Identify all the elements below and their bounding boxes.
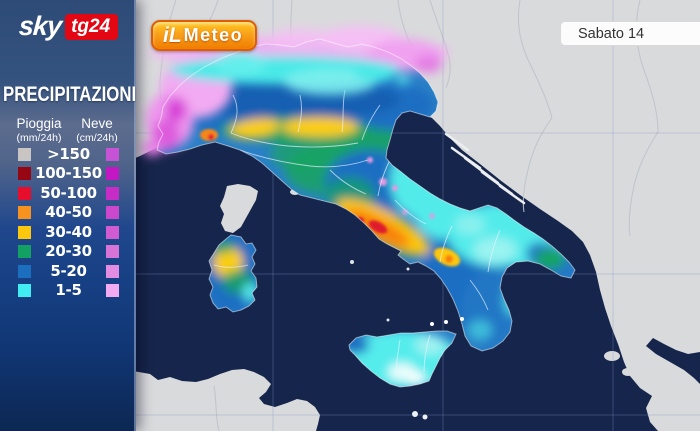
snow-color-swatch [106, 284, 119, 297]
legend-row: 1-5 [0, 281, 136, 299]
sky-wordmark: sky [17, 11, 63, 41]
snow-color-swatch [106, 225, 119, 239]
rain-color-swatch [18, 147, 31, 161]
snow-color-swatch [106, 167, 119, 180]
small-islands [350, 260, 464, 420]
snow-color-swatch [106, 147, 119, 161]
snow-color-swatch [106, 264, 119, 278]
legend-row: 20-30 [0, 242, 136, 260]
rain-column-unit: (mm/24h) [16, 132, 62, 144]
italy-precipitation [157, 39, 575, 387]
croatian-islands [444, 132, 526, 205]
snow-column-label: Neve [81, 116, 113, 131]
legend-rows: >150 100-150 50-100 40-50 30-40 20-30 5-20 1-5 [0, 144, 136, 303]
rain-color-swatch [18, 225, 31, 239]
legend-row: 50-100 [0, 183, 136, 202]
legend-row: >150 [0, 144, 136, 163]
precipitation-range-label: 50-100 [40, 183, 97, 202]
precipitation-range-label: 40-50 [45, 203, 92, 221]
rain-color-swatch [18, 206, 31, 219]
land-africa [133, 369, 320, 431]
rain-column-header: Pioggia (mm/24h) [10, 116, 68, 144]
snow-color-swatch [106, 206, 119, 219]
snow-column-header: Neve (cm/24h) [68, 116, 126, 144]
legend-row: 40-50 [0, 203, 136, 221]
precipitation-range-label: 30-40 [45, 222, 92, 241]
snow-column-unit: (cm/24h) [76, 132, 118, 144]
sidebar: sky tg24 PRECIPITAZIONI Pioggia (mm/24h)… [0, 0, 136, 431]
snow-color-swatch [106, 186, 119, 200]
legend-row: 30-40 [0, 222, 136, 241]
sky-tg24-logo: sky tg24 [17, 11, 119, 41]
region-borders [213, 89, 501, 377]
rain-color-swatch [18, 245, 31, 258]
page-title: PRECIPITAZIONI [3, 83, 137, 106]
precipitation-range-label: >150 [47, 144, 90, 163]
snow-color-swatch [106, 245, 119, 258]
alps-snow-overlay [142, 26, 450, 156]
precipitation-range-label: 5-20 [50, 261, 87, 280]
rain-color-swatch [18, 186, 31, 200]
coastline-outline [156, 38, 576, 388]
legend-header: Pioggia (mm/24h) Neve (cm/24h) [0, 116, 136, 144]
date-label: Sabato 14 [578, 25, 645, 42]
il-meteo-il: iL [163, 23, 182, 47]
rain-color-swatch [18, 284, 31, 297]
date-chip: Sabato 14 [560, 21, 700, 46]
precipitation-range-label: 20-30 [45, 242, 92, 260]
legend-row: 100-150 [0, 164, 136, 182]
rain-color-swatch [18, 264, 31, 278]
legend-row: 5-20 [0, 261, 136, 280]
precipitation-range-label: 100-150 [35, 164, 102, 182]
il-meteo-logo: iL Meteo [151, 20, 258, 51]
precipitation-range-label: 1-5 [55, 281, 82, 299]
il-meteo-word: Meteo [183, 25, 244, 45]
tg24-badge: tg24 [65, 13, 119, 40]
rain-column-label: Pioggia [16, 116, 62, 131]
rain-color-swatch [18, 167, 31, 180]
